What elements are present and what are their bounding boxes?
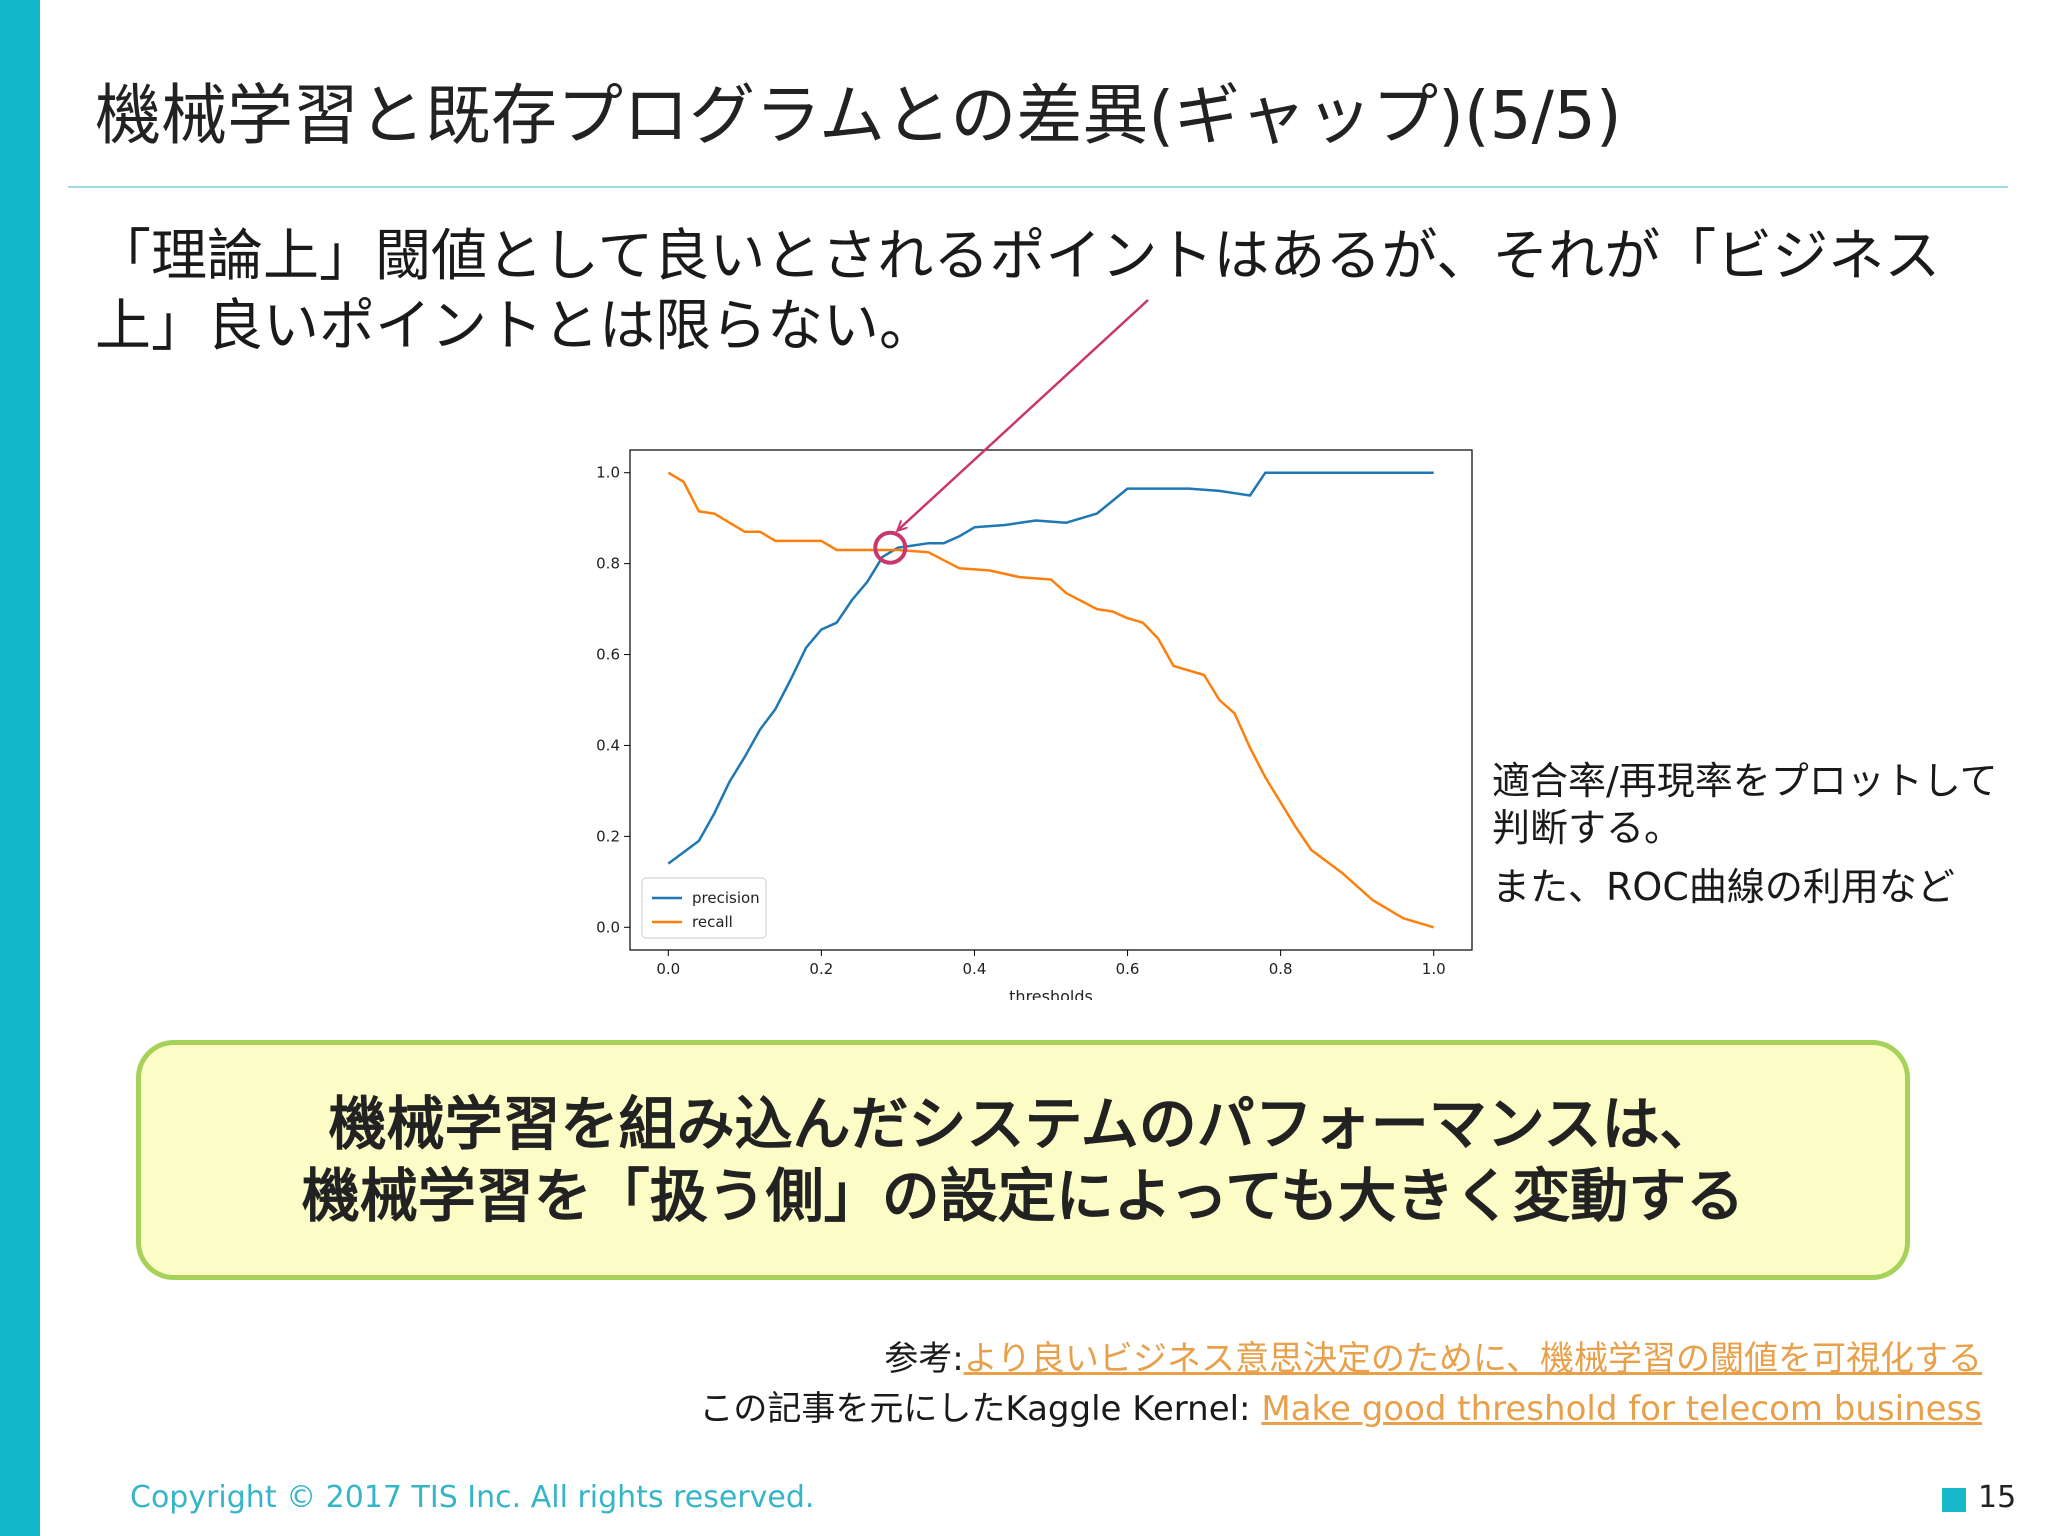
callout-box: 機械学習を組み込んだシステムのパフォーマンスは、 機械学習を「扱う側」の設定によ… xyxy=(136,1040,1910,1280)
side-note-line-1: 適合率/再現率をプロットして判断する。 xyxy=(1492,759,1998,850)
series-line-precision xyxy=(667,471,1434,865)
chart-svg: 0.0 0.2 0.4 0.6 0.8 1.0 0.0 0.2 0.4 0.6 0.8 1.0 thre… xyxy=(596,449,1473,1000)
reference-article-link[interactable]: より良いビジネス意思決定のために、機械学習の閾値を可視化する xyxy=(963,1339,1982,1379)
x-tick-label: 0.8 xyxy=(1269,960,1293,978)
side-note: 適合率/再現率をプロットして判断する。 また、ROC曲線の利用など xyxy=(1492,758,2012,923)
slide-title: 機械学習と既存プログラムとの差異(ギャップ)(5/5) xyxy=(95,77,1622,154)
y-tick-label: 0.0 xyxy=(596,918,620,936)
side-note-line-2: また、ROC曲線の利用など xyxy=(1492,865,1955,909)
kaggle-kernel-link[interactable]: Make good threshold for telecom business xyxy=(1261,1389,1982,1429)
x-tick-label: 0.4 xyxy=(963,960,987,978)
legend-label-precision: precision xyxy=(692,889,760,907)
plot-frame xyxy=(629,449,1473,951)
reference-line-2: この記事を元にしたKaggle Kernel: Make good thresh… xyxy=(699,1384,1982,1434)
page-number-marker xyxy=(1942,1488,1966,1512)
y-tick-label: 1.0 xyxy=(596,464,620,482)
y-tick-label: 0.6 xyxy=(596,646,620,664)
callout-line-2: 機械学習を「扱う側」の設定によっても大きく変動する xyxy=(301,1162,1745,1230)
y-tick-label: 0.2 xyxy=(596,827,620,845)
series-line-recall xyxy=(667,471,1435,929)
x-tick-label: 1.0 xyxy=(1422,960,1446,978)
highlight-circle xyxy=(873,530,908,565)
precision-recall-chart: 0.0 0.2 0.4 0.6 0.8 1.0 0.0 0.2 0.4 0.6 0.8 1.0 thre… xyxy=(560,430,1490,1000)
kernel-label: この記事を元にしたKaggle Kernel: xyxy=(699,1389,1262,1429)
y-tick-label: 0.8 xyxy=(596,555,620,573)
x-axis-label: thresholds xyxy=(1009,987,1093,1000)
y-tick-label: 0.4 xyxy=(596,736,620,754)
legend-label-recall: recall xyxy=(692,913,733,931)
accent-bar xyxy=(0,0,40,1536)
title-divider xyxy=(68,186,2008,188)
x-tick-label: 0.0 xyxy=(656,960,680,978)
lead-text: 「理論上」閾値として良いとされるポイントはあるが、それが「ビジネス上」良いポイン… xyxy=(95,224,1941,359)
reference-block: 参考:より良いビジネス意思決定のために、機械学習の閾値を可視化する この記事を元… xyxy=(699,1334,1982,1434)
callout-line-1: 機械学習を組み込んだシステムのパフォーマンスは、 xyxy=(328,1090,1718,1158)
x-tick-label: 0.2 xyxy=(809,960,833,978)
copyright: Copyright © 2017 TIS Inc. All rights res… xyxy=(130,1480,815,1515)
reference-label: 参考: xyxy=(884,1339,964,1379)
reference-line-1: 参考:より良いビジネス意思決定のために、機械学習の閾値を可視化する xyxy=(699,1334,1982,1384)
x-tick-label: 0.6 xyxy=(1116,960,1140,978)
page-number: 15 xyxy=(1978,1480,2017,1515)
